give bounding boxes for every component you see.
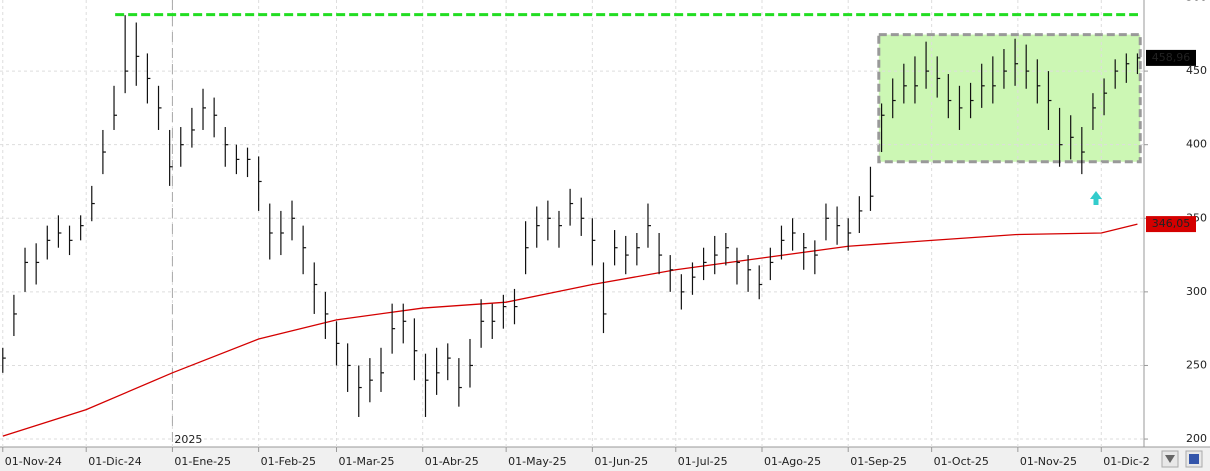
range-box — [877, 33, 1142, 164]
last-price-box — [1146, 49, 1196, 66]
y-tick-label: 300 — [1186, 285, 1207, 298]
x-tick-label: 01-Nov-24 — [5, 455, 62, 468]
toggle-icon — [1165, 455, 1175, 463]
last-ma-label: 346,05 — [1152, 217, 1191, 230]
y-tick-label: 450 — [1186, 64, 1207, 77]
x-tick-label: 01-Oct-25 — [934, 455, 989, 468]
y-tick-label: 400 — [1186, 138, 1207, 151]
x-tick-label: 01-Abr-25 — [425, 455, 479, 468]
x-tick-label: 01-Mar-25 — [339, 455, 395, 468]
arrow-icon — [1090, 191, 1102, 205]
x-tick-label: 01-May-25 — [508, 455, 566, 468]
x-tick-label: 01-Jul-25 — [678, 455, 728, 468]
last-price-label: 458,96 — [1152, 51, 1191, 64]
x-tick-label: 01-Sep-25 — [850, 455, 907, 468]
x-tick-label: 01-Ago-25 — [764, 455, 821, 468]
moving-average-line — [2, 223, 1138, 437]
x-tick-label: 01-Ene-25 — [174, 455, 231, 468]
x-tick-label: 01-Dic-2 — [1103, 455, 1150, 468]
last-ma-box — [1146, 216, 1196, 233]
x-axis-strip — [0, 447, 1210, 471]
x-tick-label: 01-Jun-25 — [594, 455, 648, 468]
y-tick-label: 200 — [1186, 432, 1207, 445]
x-tick-label: 01-Dic-24 — [88, 455, 142, 468]
x-tick-label: 01-Nov-25 — [1020, 455, 1077, 468]
year-label: 2025 — [174, 433, 202, 446]
y-tick-label: 500 — [1186, 0, 1207, 3]
y-tick-label: 250 — [1186, 358, 1207, 371]
x-tick-label: 01-Feb-25 — [261, 455, 316, 468]
save-icon — [1189, 454, 1199, 464]
